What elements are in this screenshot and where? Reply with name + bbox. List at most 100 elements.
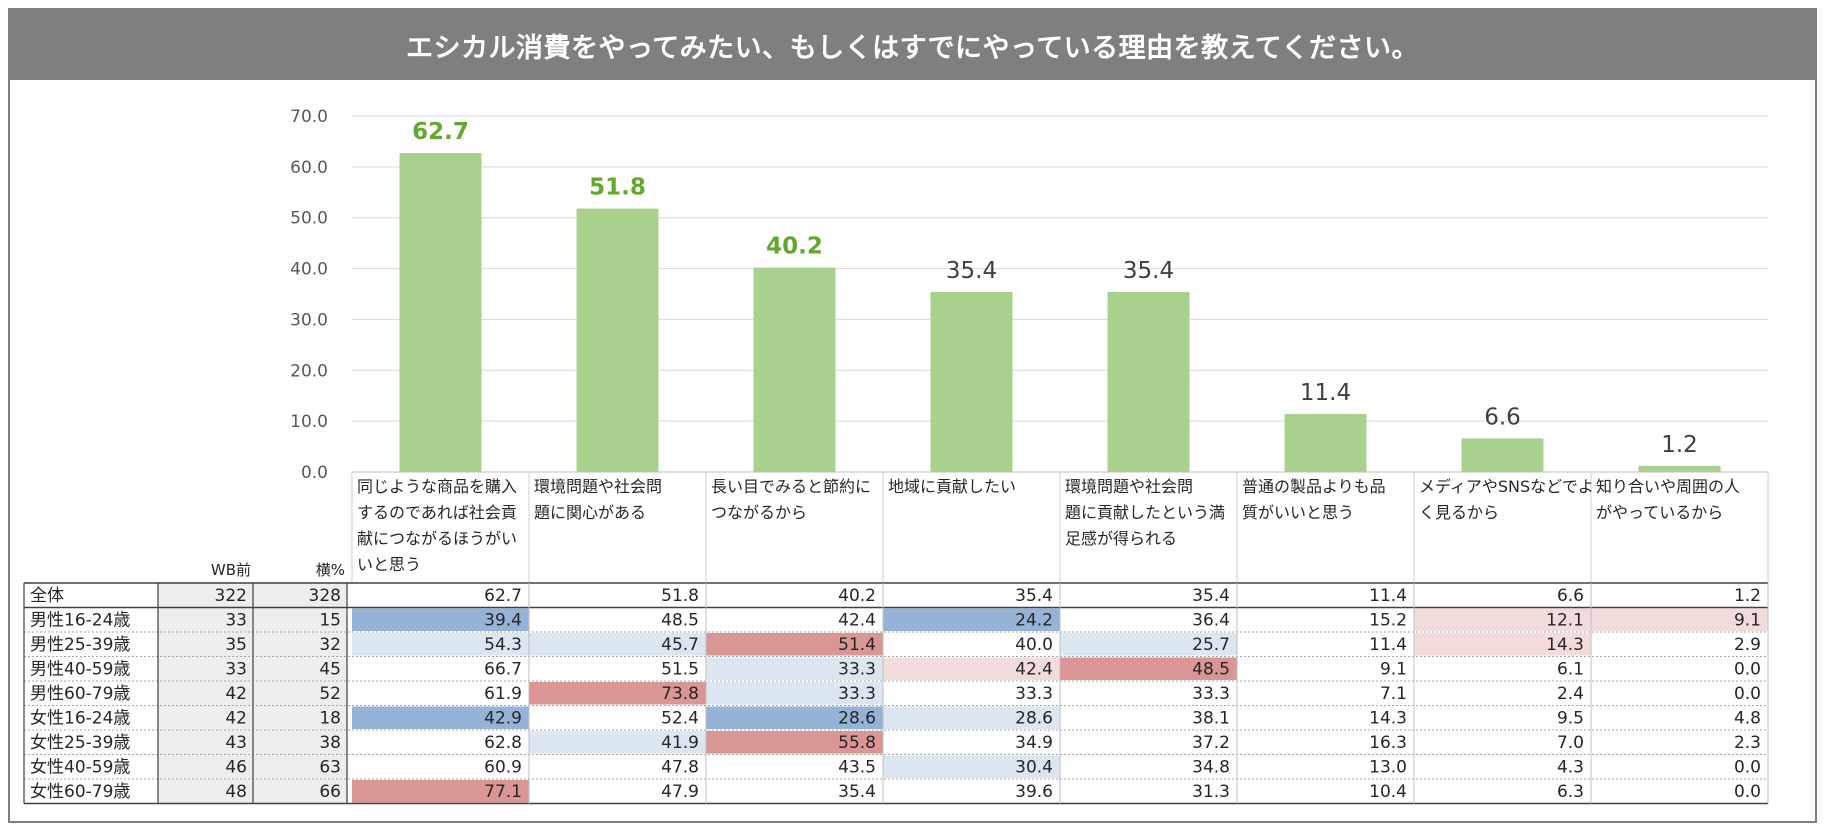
category-label: つながるから bbox=[711, 503, 807, 522]
table-cell: 35.4 bbox=[1192, 586, 1230, 606]
table-cell: 33.3 bbox=[838, 660, 876, 680]
data-label: 11.4 bbox=[1300, 380, 1351, 406]
table-cell: 34.9 bbox=[1015, 733, 1053, 753]
shaded-cell bbox=[706, 706, 883, 729]
y-tick-label: 10.0 bbox=[290, 412, 328, 432]
row-label: 男性40-59歳 bbox=[30, 660, 130, 680]
shaded-cell bbox=[352, 608, 529, 631]
table-cell: 12.1 bbox=[1546, 611, 1584, 631]
category-label: 環境問題や社会問 bbox=[534, 477, 662, 496]
category-label: いと思う bbox=[357, 555, 421, 574]
table-cell: 33.3 bbox=[1015, 684, 1053, 704]
table-cell: 36.4 bbox=[1192, 611, 1230, 631]
y-tick-label: 50.0 bbox=[290, 209, 328, 229]
category-label: 環境問題や社会問 bbox=[1065, 477, 1193, 496]
category-label: く見るから bbox=[1419, 503, 1499, 522]
shaded-cell bbox=[352, 633, 529, 656]
bar bbox=[930, 291, 1013, 472]
row-label: 全体 bbox=[30, 586, 64, 606]
table-cell: 39.6 bbox=[1015, 782, 1053, 802]
table-cell: 35.4 bbox=[838, 782, 876, 802]
table-cell: 6.1 bbox=[1557, 660, 1584, 680]
row-label: 女性25-39歳 bbox=[30, 733, 130, 753]
shaded-cell bbox=[1414, 608, 1591, 631]
table-cell: 51.4 bbox=[838, 635, 876, 655]
category-label: 知り合いや周囲の人 bbox=[1596, 477, 1740, 496]
row-n-count: 15 bbox=[319, 611, 341, 631]
table-cell: 9.5 bbox=[1557, 709, 1584, 729]
table-cell: 40.2 bbox=[838, 586, 876, 606]
table-cell: 35.4 bbox=[1015, 586, 1053, 606]
table-cell: 9.1 bbox=[1734, 611, 1761, 631]
table-cell: 38.1 bbox=[1192, 709, 1230, 729]
table-cell: 28.6 bbox=[838, 709, 876, 729]
row-label: 女性40-59歳 bbox=[30, 758, 130, 778]
shaded-cell bbox=[706, 731, 883, 754]
table-cell: 47.8 bbox=[661, 758, 699, 778]
shaded-cell bbox=[352, 780, 529, 803]
data-label: 35.4 bbox=[946, 258, 997, 284]
y-tick-label: 20.0 bbox=[290, 361, 328, 381]
table-cell: 42.4 bbox=[1015, 660, 1053, 680]
table-cell: 15.2 bbox=[1369, 611, 1407, 631]
table-cell: 0.0 bbox=[1734, 782, 1761, 802]
header-wb: WB前 bbox=[211, 561, 251, 579]
table-cell: 37.2 bbox=[1192, 733, 1230, 753]
category-label: 題に貢献したという満 bbox=[1065, 503, 1225, 522]
table-cell: 0.0 bbox=[1734, 758, 1761, 778]
category-label: 献につながるほうがい bbox=[357, 529, 517, 548]
category-label: 同じような商品を購入 bbox=[357, 477, 517, 496]
shaded-cell bbox=[1060, 657, 1237, 680]
shaded-cell bbox=[883, 755, 1060, 778]
table-cell: 62.7 bbox=[484, 586, 522, 606]
table-cell: 33.3 bbox=[838, 684, 876, 704]
table-cell: 4.8 bbox=[1734, 709, 1761, 729]
category-label: するのであれば社会貢 bbox=[357, 503, 517, 522]
table-cell: 60.9 bbox=[484, 758, 522, 778]
bar bbox=[1461, 438, 1544, 472]
shaded-cell bbox=[883, 608, 1060, 631]
row-wb-count: 33 bbox=[225, 660, 247, 680]
table-cell: 13.0 bbox=[1369, 758, 1407, 778]
category-label: 長い目でみると節約に bbox=[711, 477, 871, 496]
shaded-cell bbox=[529, 633, 706, 656]
bar bbox=[576, 208, 659, 472]
shaded-cell bbox=[529, 731, 706, 754]
table-cell: 7.1 bbox=[1380, 684, 1407, 704]
y-tick-label: 0.0 bbox=[301, 463, 328, 483]
category-label: 足感が得られる bbox=[1065, 529, 1177, 548]
table-cell: 11.4 bbox=[1369, 586, 1407, 606]
row-n-count: 45 bbox=[319, 660, 341, 680]
bar bbox=[753, 267, 836, 472]
table-cell: 0.0 bbox=[1734, 684, 1761, 704]
data-label: 40.2 bbox=[766, 234, 823, 260]
row-label: 男性25-39歳 bbox=[30, 635, 130, 655]
row-label: 女性16-24歳 bbox=[30, 709, 130, 729]
row-label: 女性60-79歳 bbox=[30, 782, 130, 802]
y-tick-label: 60.0 bbox=[290, 158, 328, 178]
row-wb-count: 35 bbox=[225, 635, 247, 655]
table-cell: 62.8 bbox=[484, 733, 522, 753]
data-label: 62.7 bbox=[412, 119, 469, 145]
row-n-count: 32 bbox=[319, 635, 341, 655]
table-cell: 39.4 bbox=[484, 611, 522, 631]
table-cell: 51.5 bbox=[661, 660, 699, 680]
category-label: 題に関心がある bbox=[534, 503, 646, 522]
bar bbox=[1107, 291, 1190, 472]
data-label: 35.4 bbox=[1123, 258, 1174, 284]
data-label: 1.2 bbox=[1661, 432, 1698, 458]
shaded-cell bbox=[706, 657, 883, 680]
table-cell: 73.8 bbox=[661, 684, 699, 704]
table-cell: 0.0 bbox=[1734, 660, 1761, 680]
y-tick-label: 70.0 bbox=[290, 107, 328, 127]
row-n-count: 18 bbox=[319, 709, 341, 729]
y-tick-label: 30.0 bbox=[290, 310, 328, 330]
row-n-count: 328 bbox=[309, 586, 341, 606]
table-cell: 42.9 bbox=[484, 709, 522, 729]
row-wb-count: 42 bbox=[225, 684, 247, 704]
shaded-cell bbox=[529, 682, 706, 705]
data-label: 6.6 bbox=[1484, 404, 1521, 430]
category-label: 質がいいと思う bbox=[1242, 503, 1354, 522]
table-cell: 48.5 bbox=[1192, 660, 1230, 680]
